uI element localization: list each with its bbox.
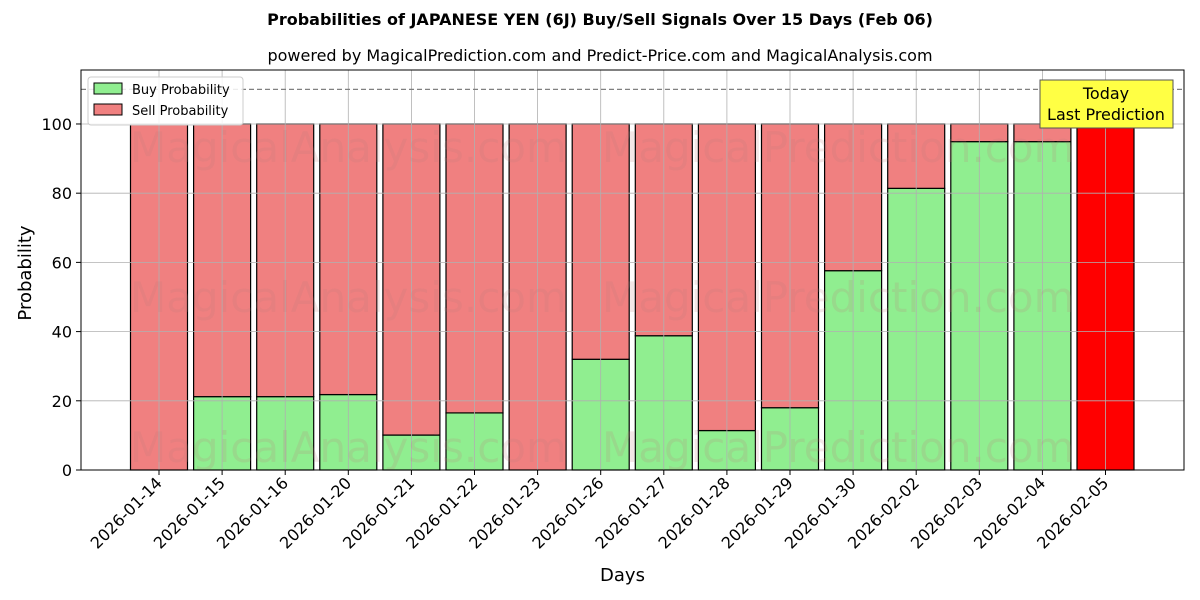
plot-frame xyxy=(80,69,1185,471)
annotation-today: Today xyxy=(1082,84,1129,103)
y-axis-label: Probability xyxy=(15,225,36,320)
x-axis-label: Days xyxy=(600,565,645,586)
chart-subtitle: powered by MagicalPrediction.com and Pre… xyxy=(267,46,933,65)
y-tick-label: 80 xyxy=(52,184,72,203)
watermark: MagicalAnalysis.com xyxy=(130,273,567,322)
legend-label-sell: Sell Probability xyxy=(132,104,229,119)
today-annotation: Today Last Prediction xyxy=(1039,79,1174,129)
watermark: MagicalAnalysis.com xyxy=(130,123,567,172)
legend-swatch-sell xyxy=(93,103,123,116)
y-tick-label: 0 xyxy=(62,461,72,480)
y-tick-label: 100 xyxy=(41,115,72,134)
legend-swatch-buy xyxy=(93,82,123,95)
chart-title: Probabilities of JAPANESE YEN (6J) Buy/S… xyxy=(267,10,933,29)
legend-box xyxy=(87,76,244,126)
annotation-box xyxy=(1039,79,1174,129)
y-tick-label: 20 xyxy=(52,392,72,411)
annotation-last-prediction: Last Prediction xyxy=(1047,105,1165,124)
legend: Buy Probability Sell Probability xyxy=(87,76,244,126)
watermark: MagicalPrediction.com xyxy=(602,423,1075,472)
watermark: MagicalPrediction.com xyxy=(602,273,1075,322)
y-tick-label: 40 xyxy=(52,323,72,342)
watermark: MagicalPrediction.com xyxy=(602,123,1075,172)
watermark: MagicalAnalysis.com xyxy=(130,423,567,472)
y-tick-label: 60 xyxy=(52,253,72,272)
legend-label-buy: Buy Probability xyxy=(132,83,230,98)
